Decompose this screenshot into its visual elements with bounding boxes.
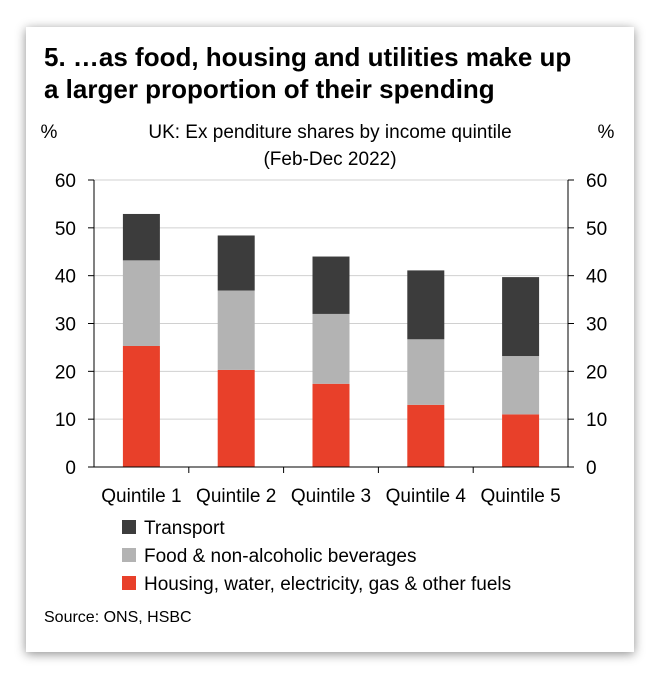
y-tick-label-left: 0 [65,458,76,479]
y-tick-label-right: 10 [586,410,607,431]
bar-segment [217,369,255,467]
y-tick-label-left: 10 [55,410,76,431]
bars [122,213,540,467]
legend-swatch [122,548,136,562]
legend: Transport Food & non-alcoholic beverages H… [122,518,511,595]
x-tick-label: Quintile 5 [480,486,560,507]
y-unit-right: % [598,122,615,143]
bar-segment [217,235,255,291]
legend-swatch [122,520,136,534]
y-tick-label-left: 50 [55,219,76,240]
y-tick-label-left: 60 [55,171,76,192]
legend-swatch [122,576,136,590]
x-tick-label: Quintile 2 [196,486,276,507]
bar-segment [407,339,445,405]
bar-segment [122,345,160,467]
y-tick-label-right: 40 [586,267,607,288]
bar-segment [407,270,445,340]
legend-label: Food & non-alcoholic beverages [144,546,417,567]
bar-segment [312,256,350,314]
stacked-bar-chart: % % UK: Ex penditure shares by income qu… [41,122,615,595]
bar-segment [312,383,350,467]
source-note: Source: ONS, HSBC [44,609,192,626]
bar-segment [217,290,255,370]
y-tick-label-right: 50 [586,219,607,240]
x-tick-label: Quintile 3 [291,486,371,507]
bar-segment [122,260,160,346]
title-line-1: 5. …as food, housing and utilities make … [44,42,572,72]
y-tick-label-left: 30 [55,315,76,336]
chart-subtitle-line-1: UK: Ex penditure shares by income quinti… [148,122,511,143]
bar-segment [502,277,540,357]
y-tick-label-right: 60 [586,171,607,192]
chart-card: 5. …as food, housing and utilities make … [26,27,634,652]
page-title: 5. …as food, housing and utilities make … [44,41,624,105]
bar-segment [407,404,445,467]
legend-label: Transport [144,518,225,539]
chart-subtitle-line-2: (Feb-Dec 2022) [263,149,396,170]
bar-segment [502,356,540,415]
legend-label: Housing, water, electricity, gas & other… [144,574,511,595]
y-tick-label-right: 0 [586,458,597,479]
y-tick-label-left: 40 [55,267,76,288]
x-tick-label: Quintile 1 [101,486,181,507]
x-tick-label: Quintile 4 [386,486,467,507]
bar-segment [312,313,350,384]
y-tick-label-right: 20 [586,362,607,383]
axes: 0 0 10 10 20 20 30 30 40 40 50 50 60 60 Quintile 1 Quin… [55,171,607,507]
y-tick-label-right: 30 [586,315,607,336]
title-line-2: a larger proportion of their spending [44,74,495,104]
bar-segment [502,414,540,467]
bar-segment [122,213,160,261]
y-unit-left: % [41,122,58,143]
y-tick-label-left: 20 [55,362,76,383]
